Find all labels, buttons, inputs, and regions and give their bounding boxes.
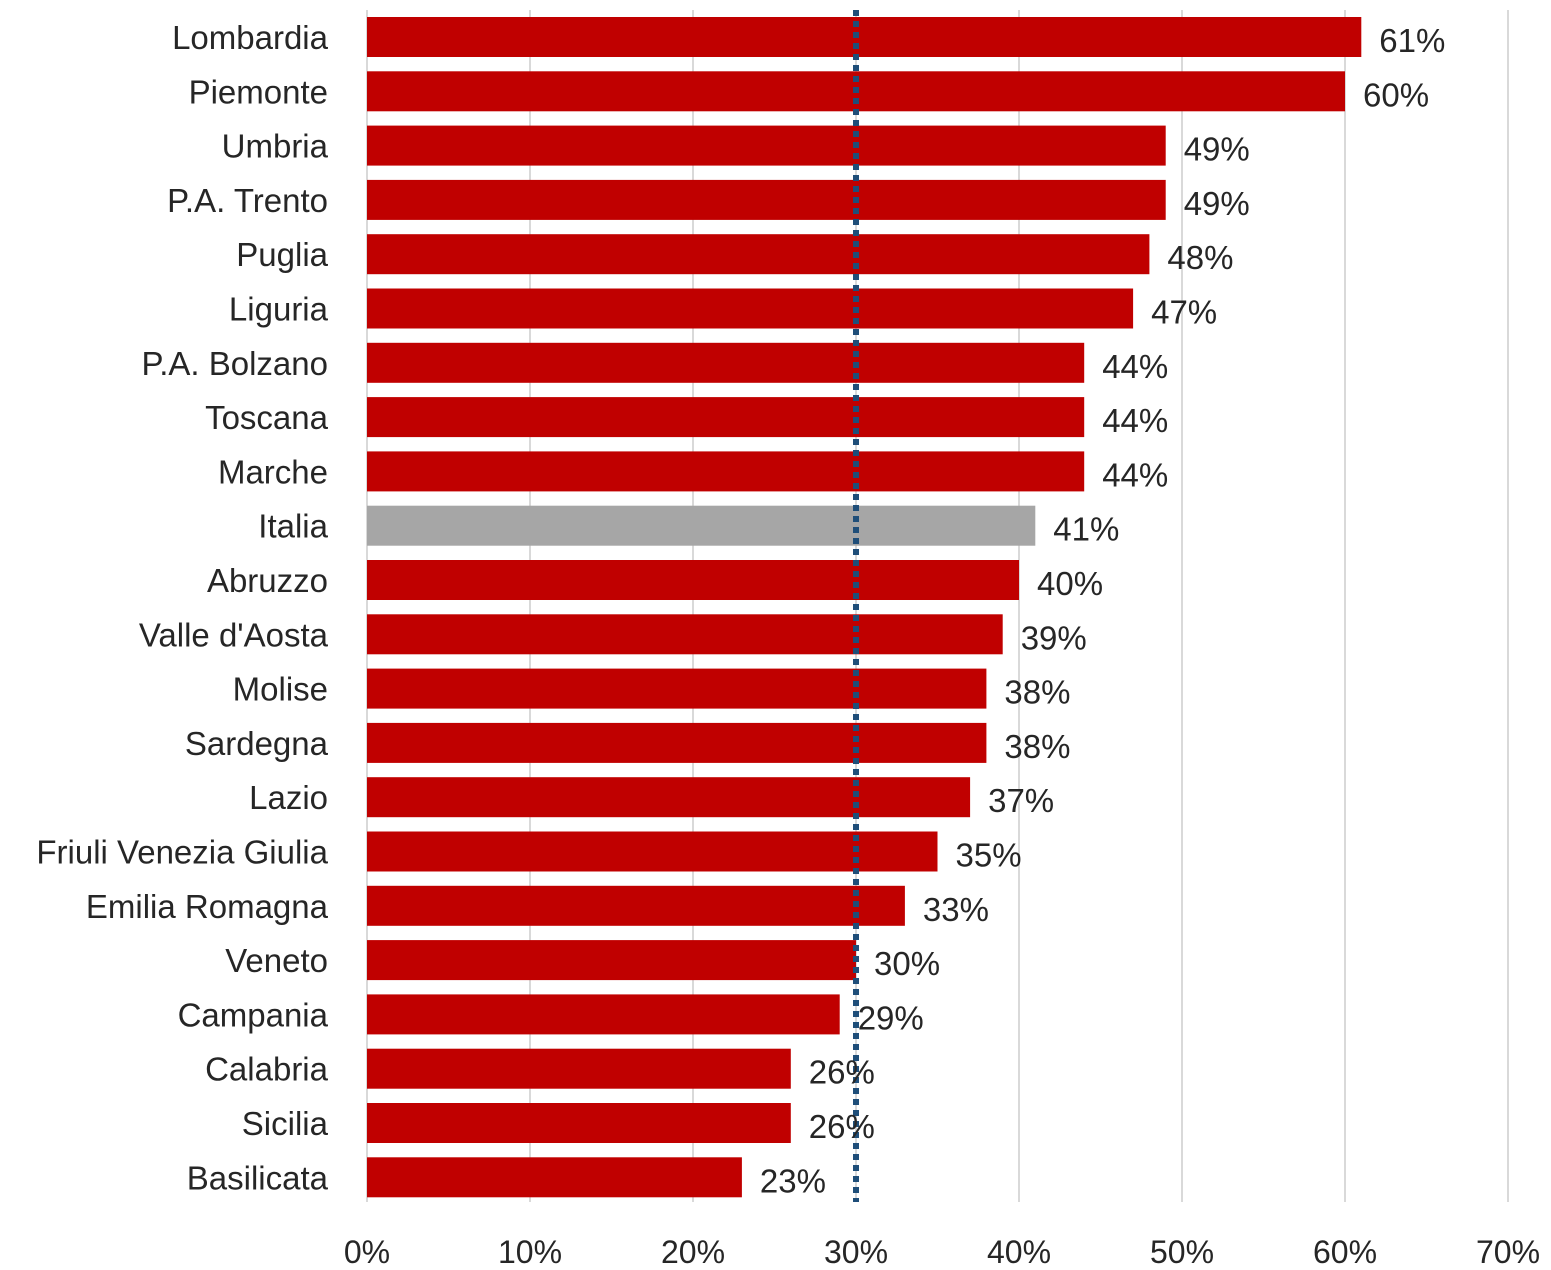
value-label: 44% bbox=[1102, 402, 1168, 439]
bar bbox=[367, 1048, 791, 1089]
category-label: Emilia Romagna bbox=[86, 888, 329, 925]
category-label: Abruzzo bbox=[207, 562, 328, 599]
value-labels: 61% 60% 49% 49% 48% 47% 44% 44% 44% 41% 40% 39% 38% 3… bbox=[760, 22, 1445, 1199]
x-tick-label: 10% bbox=[498, 1234, 562, 1270]
category-label: Veneto bbox=[225, 942, 328, 979]
category-label: P.A. Bolzano bbox=[141, 345, 328, 382]
bar bbox=[367, 505, 1036, 546]
bar bbox=[367, 17, 1362, 57]
value-label: 35% bbox=[956, 837, 1022, 874]
value-label: 41% bbox=[1053, 511, 1119, 548]
value-label: 49% bbox=[1184, 131, 1250, 168]
value-label: 33% bbox=[923, 891, 989, 928]
category-label: Sicilia bbox=[242, 1105, 329, 1142]
category-label: Friuli Venezia Giulia bbox=[36, 834, 328, 871]
value-label: 39% bbox=[1021, 619, 1087, 656]
bar bbox=[367, 288, 1134, 329]
value-label: 29% bbox=[858, 999, 924, 1036]
bar bbox=[367, 179, 1166, 220]
x-tick-label: 60% bbox=[1313, 1234, 1377, 1270]
category-label: Lazio bbox=[249, 779, 328, 816]
category-label: Campania bbox=[178, 996, 329, 1033]
value-label: 61% bbox=[1379, 22, 1445, 59]
bar bbox=[367, 722, 987, 763]
category-label: Puglia bbox=[236, 236, 328, 273]
category-label: Valle d'Aosta bbox=[139, 616, 329, 653]
bar bbox=[367, 342, 1085, 383]
value-label: 44% bbox=[1102, 348, 1168, 385]
bar bbox=[367, 668, 987, 709]
category-label: Umbria bbox=[222, 128, 329, 165]
value-label: 38% bbox=[1004, 674, 1070, 711]
category-label: Basilicata bbox=[187, 1159, 329, 1196]
value-label: 38% bbox=[1004, 728, 1070, 765]
x-tick-label: 50% bbox=[1150, 1234, 1214, 1270]
bar bbox=[367, 940, 856, 981]
x-tick-label: 0% bbox=[344, 1234, 390, 1270]
value-label: 26% bbox=[809, 1108, 875, 1145]
x-tick-label: 40% bbox=[987, 1234, 1051, 1270]
bar bbox=[367, 397, 1085, 438]
bar bbox=[367, 614, 1003, 655]
bar bbox=[367, 1103, 791, 1143]
value-label: 37% bbox=[988, 782, 1054, 819]
x-axis-tick-labels: 0% 10% 20% 30% 40% 50% 60% 70% bbox=[344, 1234, 1540, 1270]
category-label: Liguria bbox=[229, 291, 329, 328]
x-tick-label: 30% bbox=[824, 1234, 888, 1270]
bar bbox=[367, 234, 1150, 275]
value-label: 30% bbox=[874, 945, 940, 982]
category-label: Toscana bbox=[205, 399, 329, 436]
category-label: Marche bbox=[218, 453, 328, 490]
bar bbox=[367, 831, 938, 872]
value-label: 47% bbox=[1151, 294, 1217, 331]
value-label: 48% bbox=[1167, 239, 1233, 276]
value-label: 60% bbox=[1363, 76, 1429, 113]
category-label: Italia bbox=[258, 508, 328, 545]
bar bbox=[367, 560, 1019, 600]
x-tick-label: 70% bbox=[1476, 1234, 1540, 1270]
bar bbox=[367, 125, 1166, 166]
value-label: 40% bbox=[1037, 565, 1103, 602]
value-label: 23% bbox=[760, 1162, 826, 1199]
category-label: Calabria bbox=[205, 1051, 329, 1088]
bar bbox=[367, 994, 840, 1035]
x-tick-label: 20% bbox=[661, 1234, 725, 1270]
value-label: 44% bbox=[1102, 456, 1168, 493]
value-label: 26% bbox=[809, 1054, 875, 1091]
category-label: Lombardia bbox=[172, 19, 329, 56]
category-label: P.A. Trento bbox=[167, 182, 328, 219]
value-label: 49% bbox=[1184, 185, 1250, 222]
bar bbox=[367, 885, 905, 926]
category-label: Molise bbox=[233, 671, 328, 708]
bar bbox=[367, 777, 971, 818]
category-label: Sardegna bbox=[185, 725, 329, 762]
category-labels: Lombardia Piemonte Umbria P.A. Trento Puglia… bbox=[36, 19, 328, 1196]
bar bbox=[367, 1157, 742, 1198]
category-label: Piemonte bbox=[189, 73, 328, 110]
bar bbox=[367, 451, 1085, 492]
